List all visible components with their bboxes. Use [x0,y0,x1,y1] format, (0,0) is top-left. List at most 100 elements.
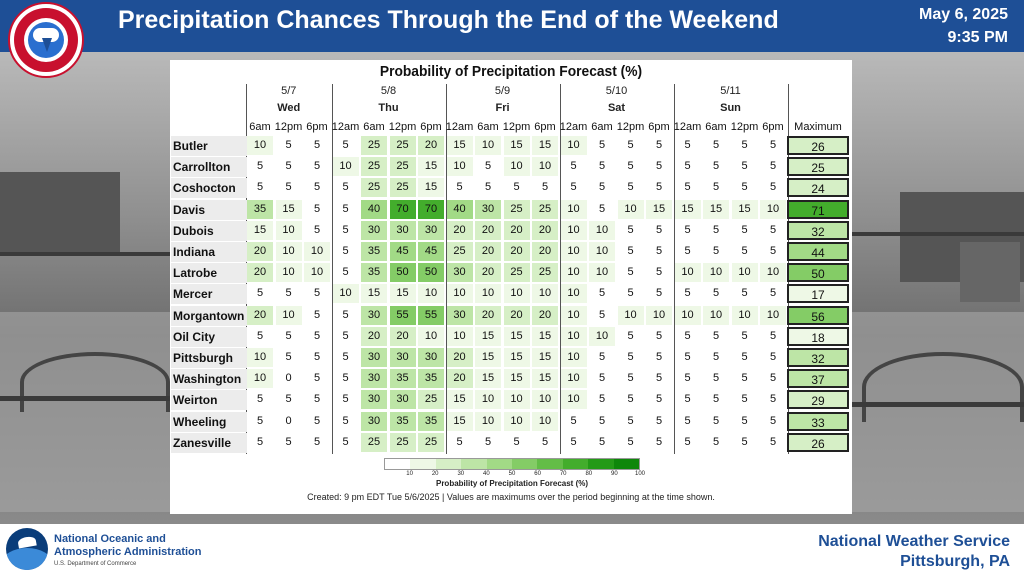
pop-cell: 5 [760,369,786,389]
pop-cell: 55 [418,305,444,325]
pop-cell: 20 [532,220,558,240]
pop-cell: 5 [503,432,530,452]
pop-cell: 5 [703,369,729,389]
pop-cell: 20 [247,305,273,325]
pop-cell: 35 [247,199,273,219]
pop-cell: 5 [617,390,644,410]
pop-cell: 15 [361,284,387,304]
max-pop-cell: 17 [787,284,849,304]
office-line1: National Weather Service [818,533,1010,550]
pop-cell: 10 [560,263,587,283]
day-date-label: 5/9 [494,85,511,97]
location-name: Dubois [171,220,247,241]
pop-cell: 25 [389,432,416,452]
pop-cell: 5 [446,178,473,198]
pop-cell: 5 [617,263,644,283]
day-separator [445,84,447,454]
pop-cell: 5 [247,411,273,431]
day-name-label: Sun [720,102,741,114]
pop-cell: 5 [304,284,330,304]
pop-cell: 5 [760,157,786,177]
time-label: 6am [249,121,271,133]
pop-cell: 20 [247,242,273,261]
pop-cell: 25 [361,157,387,177]
pop-cell: 5 [674,220,701,240]
pop-cell: 50 [389,263,416,283]
time-label: 6pm [762,121,784,133]
pop-cell: 15 [731,199,758,219]
pop-cell: 5 [674,178,701,198]
pop-cell: 5 [589,199,615,219]
pop-cell: 10 [674,305,701,325]
pop-cell: 10 [589,263,615,283]
pop-cell: 5 [674,284,701,304]
day-name-label: Thu [378,102,399,114]
pop-cell: 5 [703,411,729,431]
pop-cell: 10 [475,390,501,410]
pop-cell: 10 [560,220,587,240]
pop-cell: 10 [560,199,587,219]
noaa-logo-icon [6,528,48,570]
noaa-name: National Oceanic and Atmospheric Adminis… [54,533,202,559]
pop-cell: 10 [275,220,302,240]
pop-cell: 10 [760,305,786,325]
pop-cell: 35 [361,263,387,283]
pop-cell: 5 [332,411,359,431]
pop-cell: 5 [589,305,615,325]
pop-cell: 10 [247,369,273,389]
pop-cell: 15 [475,326,501,346]
pop-cell: 10 [532,390,558,410]
pop-cell: 5 [674,348,701,367]
pop-cell: 35 [389,369,416,389]
max-pop-cell: 18 [787,326,849,346]
pop-cell: 15 [703,199,729,219]
pop-cell: 10 [560,348,587,367]
pop-cell: 5 [617,178,644,198]
pop-cell: 10 [418,326,444,346]
pop-cell: 10 [731,305,758,325]
header-bar: Precipitation Chances Through the End of… [0,0,1024,52]
pop-cell: 20 [475,305,501,325]
pop-cell: 20 [475,220,501,240]
pop-cell: 5 [332,432,359,452]
pop-cell: 30 [361,305,387,325]
time-label: 12am [673,121,702,133]
pop-cell: 5 [275,157,302,177]
pop-cell: 5 [332,263,359,283]
page-title: Precipitation Chances Through the End of… [118,6,779,34]
pop-cell: 5 [332,305,359,325]
pop-cell: 5 [760,411,786,431]
pop-cell: 5 [304,390,330,410]
pop-cell: 25 [418,390,444,410]
legend-swatch [410,459,436,469]
pop-cell: 5 [703,220,729,240]
day-date-label: 5/8 [380,85,397,97]
pop-cell: 10 [503,284,530,304]
pop-cell: 25 [361,136,387,155]
pop-cell: 10 [703,263,729,283]
pop-cell: 25 [389,136,416,155]
pop-cell: 5 [731,242,758,261]
office-line2: Pittsburgh, PA [900,553,1010,570]
pop-cell: 5 [674,157,701,177]
pop-cell: 20 [532,242,558,261]
pop-cell: 10 [760,199,786,219]
pop-cell: 5 [646,369,672,389]
pop-cell: 10 [617,199,644,219]
pop-cell: 5 [332,136,359,155]
pop-cell: 5 [532,178,558,198]
legend-swatch [435,459,462,469]
legend-swatch [588,459,614,469]
pop-cell: 5 [304,326,330,346]
max-pop-cell: 29 [787,390,849,410]
pop-cell: 25 [532,199,558,219]
pop-cell: 5 [760,178,786,198]
max-pop-cell: 44 [787,242,849,261]
pop-cell: 10 [418,284,444,304]
pop-cell: 5 [674,432,701,452]
pop-cell: 30 [389,390,416,410]
pop-cell: 15 [532,136,558,155]
pop-cell: 20 [446,348,473,367]
pop-cell: 5 [674,326,701,346]
pop-cell: 5 [304,178,330,198]
